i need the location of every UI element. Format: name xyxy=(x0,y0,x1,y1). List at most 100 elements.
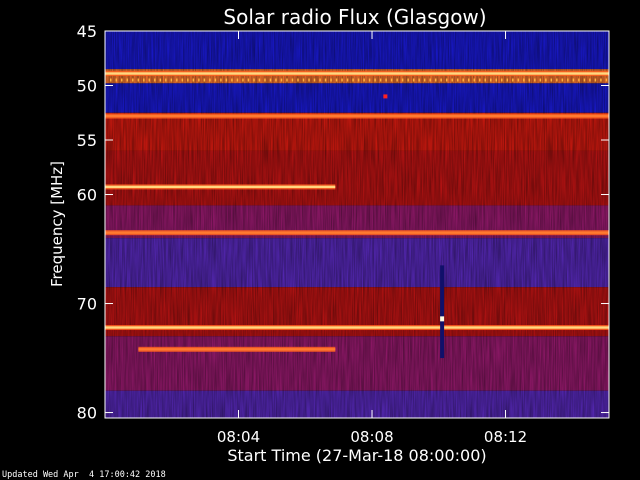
interference-dot xyxy=(286,78,288,82)
y-tick-label: 80 xyxy=(77,404,97,423)
interference-dot xyxy=(523,78,525,82)
emission-line xyxy=(105,326,609,329)
interference-dot xyxy=(165,78,167,82)
interference-dot xyxy=(275,78,277,82)
interference-dot xyxy=(236,78,239,82)
interference-dot xyxy=(484,78,487,82)
interference-dot xyxy=(143,78,145,82)
interference-dot xyxy=(176,78,178,82)
interference-dot xyxy=(363,78,365,82)
interference-dot xyxy=(528,78,531,82)
interference-dot xyxy=(341,78,343,82)
interference-dot xyxy=(556,78,558,82)
interference-dot xyxy=(264,78,266,82)
interference-dot xyxy=(374,78,376,82)
interference-dot xyxy=(280,78,283,82)
interference-dot xyxy=(192,78,195,82)
interference-dot xyxy=(148,78,151,82)
interference-dot xyxy=(335,78,338,82)
interference-dot xyxy=(357,78,360,82)
emission-line xyxy=(105,114,609,118)
interference-dot xyxy=(412,78,415,82)
interference-dot xyxy=(181,78,184,82)
interference-dot xyxy=(594,78,597,82)
interference-dot xyxy=(253,78,255,82)
x-tick-label: 08:04 xyxy=(217,428,260,446)
y-tick-label: 60 xyxy=(77,186,97,205)
interference-dot xyxy=(567,78,569,82)
emission-line xyxy=(105,185,336,189)
interference-dot xyxy=(132,78,134,82)
interference-dot xyxy=(401,78,404,82)
interference-dot xyxy=(550,78,553,82)
x-tick-label: 08:08 xyxy=(350,428,393,446)
interference-dot xyxy=(434,78,437,82)
plot-frame xyxy=(104,30,610,419)
interference-dot xyxy=(214,78,217,82)
interference-dot xyxy=(390,78,393,82)
interference-dot xyxy=(126,78,129,82)
interference-dot xyxy=(517,78,520,82)
emission-line xyxy=(138,348,336,351)
interference-dot xyxy=(187,78,189,82)
interference-dot xyxy=(170,78,173,82)
interference-dot xyxy=(385,78,387,82)
interference-dot xyxy=(308,78,310,82)
interference-dot xyxy=(258,78,261,82)
interference-dot xyxy=(302,78,305,82)
interference-dot xyxy=(572,78,575,82)
interference-dot xyxy=(506,78,509,82)
x-axis-label: Start Time (27-Mar-18 08:00:00) xyxy=(227,446,486,465)
interference-dot xyxy=(473,78,475,82)
interference-dot xyxy=(501,78,503,82)
isolated-spot xyxy=(383,94,388,99)
interference-dot xyxy=(198,78,200,82)
emission-line xyxy=(105,231,609,234)
updated-timestamp: Updated Wed Apr 4 17:00:42 2018 xyxy=(2,470,166,480)
interference-dot xyxy=(589,78,591,82)
y-tick-label: 55 xyxy=(77,131,97,150)
interference-dot xyxy=(330,78,332,82)
interference-dot xyxy=(209,78,211,82)
y-tick-label: 45 xyxy=(77,22,97,41)
interference-dot xyxy=(225,78,228,82)
x-tick-label: 08:12 xyxy=(484,428,527,446)
interference-dot xyxy=(291,78,294,82)
interference-dot xyxy=(423,78,426,82)
interference-dot xyxy=(418,78,420,82)
interference-dot xyxy=(605,78,608,82)
interference-dot xyxy=(467,78,470,82)
interference-dot xyxy=(319,78,321,82)
interference-dot xyxy=(324,78,327,82)
chart-title: Solar radio Flux (Glasgow) xyxy=(223,5,486,29)
interference-dot xyxy=(490,78,492,82)
interference-dot xyxy=(269,78,272,82)
interference-dot xyxy=(220,78,222,82)
interference-dot xyxy=(429,78,431,82)
interference-dot xyxy=(451,78,453,82)
vertical-burst xyxy=(440,265,445,359)
interference-dot xyxy=(154,78,156,82)
interference-dot xyxy=(352,78,354,82)
interference-dot xyxy=(407,78,409,82)
interference-dot xyxy=(578,78,580,82)
interference-dot xyxy=(242,78,244,82)
interference-dot xyxy=(534,78,536,82)
interference-dot xyxy=(495,78,498,82)
interference-dot xyxy=(346,78,349,82)
plot-marks xyxy=(105,71,609,359)
interference-dot xyxy=(313,78,316,82)
interference-dot xyxy=(440,78,442,82)
interference-dot xyxy=(110,78,112,82)
y-axis-label: Frequency [MHz] xyxy=(48,161,66,287)
interference-dot xyxy=(545,78,547,82)
interference-dot xyxy=(478,78,481,82)
interference-dot xyxy=(512,78,514,82)
interference-dot xyxy=(600,78,602,82)
interference-dot xyxy=(539,78,542,82)
y-tick-label: 50 xyxy=(77,77,97,96)
interference-dot xyxy=(159,78,162,82)
interference-dot xyxy=(297,78,299,82)
interference-dot xyxy=(121,78,123,82)
